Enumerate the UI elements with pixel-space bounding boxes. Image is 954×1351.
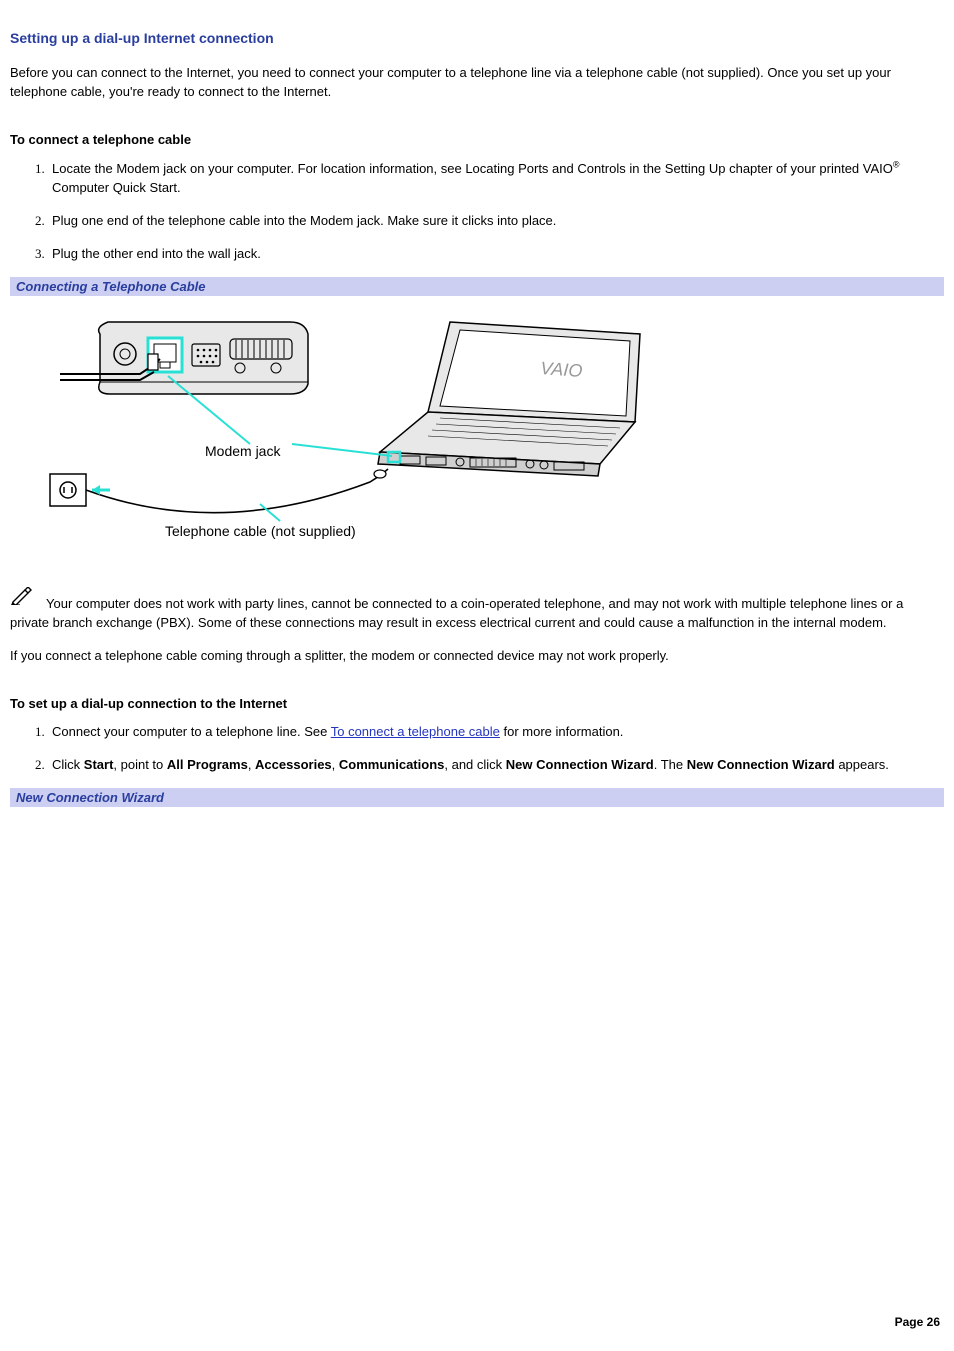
bold-all-programs: All Programs	[167, 757, 248, 772]
page-label: Page	[895, 1315, 927, 1329]
step-text: Computer Quick Start.	[52, 180, 181, 195]
step-text: , and click	[444, 757, 505, 772]
section-title-connect-cable: To connect a telephone cable	[10, 132, 944, 147]
note-icon	[10, 587, 32, 611]
steps-connect-cable: Locate the Modem jack on your computer. …	[10, 159, 944, 264]
step-text: , point to	[113, 757, 166, 772]
wall-outlet	[50, 474, 86, 506]
bold-new-connection-wizard: New Connection Wizard	[506, 757, 654, 772]
step-text: Connect your computer to a telephone lin…	[52, 724, 331, 739]
bold-communications: Communications	[339, 757, 444, 772]
bold-start: Start	[84, 757, 114, 772]
step-text: Click	[52, 757, 84, 772]
figure-title-cable: Connecting a Telephone Cable	[10, 277, 944, 296]
note-paragraph-2: If you connect a telephone cable coming …	[10, 647, 944, 666]
label-phone-cable: Telephone cable (not supplied)	[165, 523, 356, 539]
registered-mark: ®	[893, 160, 900, 170]
note-paragraph-1: Your computer does not work with party l…	[10, 587, 944, 633]
page-title: Setting up a dial-up Internet connection	[10, 30, 944, 46]
note-text: Your computer does not work with party l…	[10, 596, 903, 630]
page-number: 26	[927, 1315, 940, 1329]
laptop-illustration: VAIO	[378, 322, 640, 476]
step-text: for more information.	[500, 724, 624, 739]
svg-text:VAIO: VAIO	[540, 358, 583, 381]
bold-accessories: Accessories	[255, 757, 332, 772]
section-title-setup-dialup: To set up a dial-up connection to the In…	[10, 696, 944, 711]
step-text: Locate the Modem jack on your computer. …	[52, 161, 893, 176]
document-page: Setting up a dial-up Internet connection…	[0, 0, 954, 807]
step-2: Click Start, point to All Programs, Acce…	[48, 756, 944, 775]
step-2: Plug one end of the telephone cable into…	[48, 212, 944, 231]
step-text: ,	[332, 757, 339, 772]
step-1: Connect your computer to a telephone lin…	[48, 723, 944, 742]
step-text: ,	[248, 757, 255, 772]
figure-title-wizard: New Connection Wizard	[10, 788, 944, 807]
page-footer: Page 26	[895, 1315, 940, 1329]
link-connect-cable[interactable]: To connect a telephone cable	[331, 724, 500, 739]
bold-new-connection-wizard-2: New Connection Wizard	[687, 757, 835, 772]
step-1: Locate the Modem jack on your computer. …	[48, 159, 944, 198]
step-text: . The	[654, 757, 687, 772]
intro-paragraph: Before you can connect to the Internet, …	[10, 64, 944, 102]
step-3: Plug the other end into the wall jack.	[48, 245, 944, 264]
steps-setup-dialup: Connect your computer to a telephone lin…	[10, 723, 944, 775]
label-modem-jack: Modem jack	[205, 443, 281, 459]
closeup-panel	[60, 322, 308, 394]
figure-cable-diagram: VAIO	[10, 296, 944, 557]
step-text: appears.	[835, 757, 889, 772]
